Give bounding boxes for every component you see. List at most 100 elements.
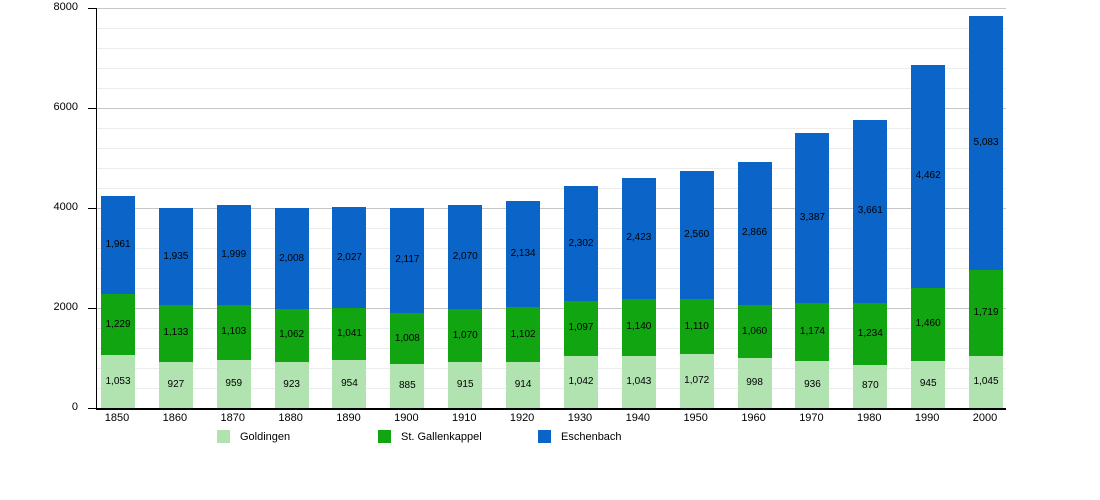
x-axis-label-1930: 1930 xyxy=(567,412,593,424)
bar-segment-goldingen-1860: 927 xyxy=(158,361,193,408)
major-gridline-4000 xyxy=(97,208,1006,209)
minor-gridline-3600 xyxy=(97,228,1006,229)
bar-segment-eschenbach-1940: 2,423 xyxy=(621,177,656,299)
bar-segment-st-gallenkappel-1890: 1,041 xyxy=(332,308,367,361)
legend-item-st-gallenkappel: St. Gallenkappel xyxy=(378,430,482,443)
bar-value-label: 998 xyxy=(746,377,763,389)
bar-value-label: 2,423 xyxy=(626,232,652,244)
bar-segment-eschenbach-1860: 1,935 xyxy=(158,208,193,305)
bar-segment-eschenbach-1920: 2,134 xyxy=(506,200,541,308)
bar-value-label: 915 xyxy=(456,379,474,391)
legend-label-goldingen: Goldingen xyxy=(240,430,291,443)
bar-segment-goldingen-2000: 1,045 xyxy=(969,355,1004,408)
bar-segment-st-gallenkappel-1850: 1,229 xyxy=(101,293,135,356)
legend-label-st-gallenkappel: St. Gallenkappel xyxy=(401,430,482,443)
bar-value-label: 2,134 xyxy=(510,247,536,259)
bar-segment-st-gallenkappel-1870: 1,103 xyxy=(216,304,251,361)
x-axis-label-1850: 1850 xyxy=(104,412,130,424)
bar-segment-eschenbach-1930: 2,302 xyxy=(563,185,598,302)
x-axis-label-1960: 1960 xyxy=(741,412,766,424)
minor-gridline-800 xyxy=(97,368,1006,369)
bar-value-label: 936 xyxy=(804,378,821,390)
bar-value-label: 1,097 xyxy=(568,322,594,334)
bar-segment-st-gallenkappel-1950: 1,110 xyxy=(679,298,714,355)
bar-value-label: 1,961 xyxy=(105,238,131,250)
bar-value-label: 1,043 xyxy=(626,375,652,387)
bar-segment-goldingen-1950: 1,072 xyxy=(679,354,714,408)
major-gridline-2000 xyxy=(97,308,1006,309)
bar-value-label: 1,140 xyxy=(626,321,652,333)
bar-value-label: 5,083 xyxy=(973,136,999,148)
bar-segment-st-gallenkappel-1980: 1,234 xyxy=(853,302,888,365)
legend-label-eschenbach: Eschenbach xyxy=(561,430,622,443)
x-axis-label-1990: 1990 xyxy=(914,412,940,424)
y-axis-label-0: 0 xyxy=(71,401,78,413)
bar-segment-goldingen-1900: 885 xyxy=(390,363,425,408)
y-axis-tick-8000 xyxy=(88,8,96,9)
bar-segment-st-gallenkappel-1930: 1,097 xyxy=(563,301,598,356)
x-axis-label-1920: 1920 xyxy=(509,412,535,424)
eschenbach-swatch xyxy=(538,430,551,443)
bar-value-label: 1,229 xyxy=(105,318,131,330)
bar-value-label: 1,041 xyxy=(336,328,362,340)
bar-value-label: 1,045 xyxy=(973,375,999,387)
bar-value-label: 2,008 xyxy=(279,252,305,264)
bar-value-label: 945 xyxy=(919,378,937,390)
minor-gridline-1200 xyxy=(97,348,1006,349)
bar-segment-st-gallenkappel-1960: 1,060 xyxy=(737,305,772,359)
bar-segment-goldingen-1980: 870 xyxy=(853,364,888,408)
bar-value-label: 1,133 xyxy=(163,327,189,339)
bar-value-label: 2,560 xyxy=(684,228,710,240)
minor-gridline-2800 xyxy=(97,268,1006,269)
y-axis-label-2000: 2000 xyxy=(53,301,78,313)
minor-gridline-5600 xyxy=(97,128,1006,129)
x-axis-label-1940: 1940 xyxy=(625,412,651,424)
x-axis-label-1870: 1870 xyxy=(220,412,245,424)
bar-segment-goldingen-1890: 954 xyxy=(332,360,367,408)
minor-gridline-400 xyxy=(97,388,1006,389)
major-gridline-6000 xyxy=(97,108,1006,109)
bar-segment-st-gallenkappel-1880: 1,062 xyxy=(274,308,309,362)
bar-value-label: 1,174 xyxy=(799,325,825,337)
x-axis-label-1980: 1980 xyxy=(857,412,882,424)
bar-value-label: 1,110 xyxy=(684,320,709,332)
bar-segment-goldingen-1880: 923 xyxy=(274,361,309,408)
minor-gridline-7200 xyxy=(97,48,1006,49)
goldingen-swatch xyxy=(217,430,230,443)
y-axis-label-8000: 8000 xyxy=(53,1,78,13)
bar-value-label: 1,053 xyxy=(105,375,131,387)
minor-gridline-7600 xyxy=(97,28,1006,29)
bar-value-label: 4,462 xyxy=(915,170,941,182)
minor-gridline-4800 xyxy=(97,168,1006,169)
y-axis-tick-4000 xyxy=(88,208,96,209)
minor-gridline-3200 xyxy=(97,248,1006,249)
legend-item-eschenbach: Eschenbach xyxy=(538,430,622,443)
bar-segment-st-gallenkappel-1910: 1,070 xyxy=(448,308,483,363)
bar-value-label: 1,062 xyxy=(279,329,305,341)
bar-segment-goldingen-1910: 915 xyxy=(448,362,483,408)
bar-segment-goldingen-1930: 1,042 xyxy=(563,355,598,408)
bar-value-label: 1,008 xyxy=(394,332,420,344)
bar-value-label: 870 xyxy=(861,380,879,392)
major-gridline-8000 xyxy=(97,8,1006,9)
bar-segment-st-gallenkappel-1940: 1,140 xyxy=(621,298,656,356)
bar-segment-eschenbach-1980: 3,661 xyxy=(853,119,888,303)
bar-value-label: 927 xyxy=(167,378,185,390)
minor-gridline-1600 xyxy=(97,328,1006,329)
bar-value-label: 2,027 xyxy=(336,251,362,263)
bar-segment-goldingen-1940: 1,043 xyxy=(621,355,656,408)
bar-segment-st-gallenkappel-1970: 1,174 xyxy=(795,302,830,362)
y-axis-tick-2000 xyxy=(88,308,96,309)
bar-segment-eschenbach-2000: 5,083 xyxy=(969,15,1004,270)
bar-segment-goldingen-1970: 936 xyxy=(795,361,830,408)
bar-value-label: 2,117 xyxy=(395,254,420,266)
bar-value-label: 885 xyxy=(399,379,416,391)
bar-value-label: 1,234 xyxy=(857,327,883,339)
y-axis-label-6000: 6000 xyxy=(53,101,78,113)
bar-segment-st-gallenkappel-1920: 1,102 xyxy=(506,307,541,363)
bar-segment-goldingen-1920: 914 xyxy=(506,362,541,408)
bar-value-label: 2,302 xyxy=(568,237,594,249)
bar-segment-goldingen-1960: 998 xyxy=(737,358,772,408)
x-axis-label-1900: 1900 xyxy=(394,412,419,424)
